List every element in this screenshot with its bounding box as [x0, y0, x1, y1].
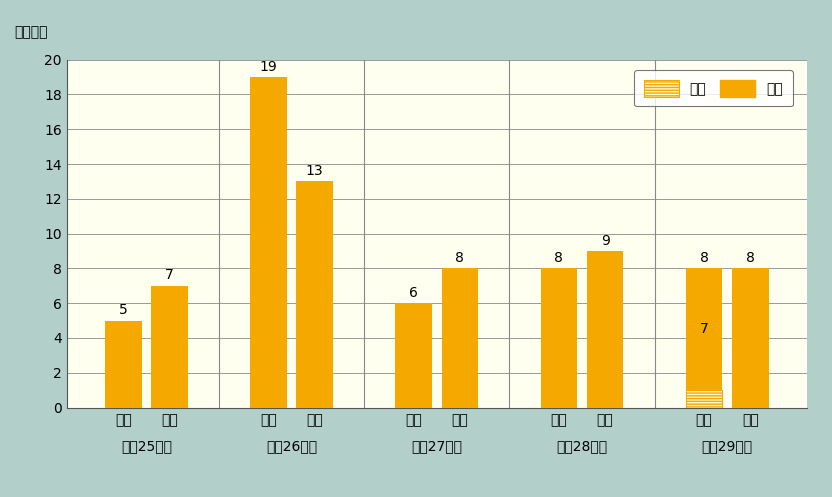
Text: 8: 8 — [455, 251, 464, 265]
Text: （件数）: （件数） — [15, 25, 48, 39]
Text: 平成27年度: 平成27年度 — [411, 439, 463, 453]
Bar — [105, 321, 141, 408]
Text: 7: 7 — [700, 322, 709, 336]
Text: 5: 5 — [119, 303, 127, 317]
Bar — [587, 251, 623, 408]
Text: 8: 8 — [554, 251, 563, 265]
Bar — [442, 268, 478, 408]
Bar — [541, 268, 577, 408]
Text: 8: 8 — [745, 251, 755, 265]
Text: 7: 7 — [165, 268, 174, 282]
Text: 平成28年度: 平成28年度 — [557, 439, 607, 453]
Bar — [395, 303, 432, 408]
Bar — [732, 268, 769, 408]
Text: 19: 19 — [260, 60, 277, 74]
Bar — [296, 181, 333, 408]
Text: 平成29年度: 平成29年度 — [701, 439, 753, 453]
Text: 平成25年度: 平成25年度 — [121, 439, 172, 453]
Bar — [151, 286, 188, 408]
Text: 平成26年度: 平成26年度 — [266, 439, 317, 453]
Text: 9: 9 — [601, 234, 610, 248]
Legend: 新設, 変更: 新設, 変更 — [634, 70, 793, 106]
Text: 6: 6 — [409, 286, 418, 300]
Bar — [686, 390, 722, 408]
Text: 13: 13 — [306, 164, 324, 178]
Bar — [250, 77, 287, 408]
Bar — [686, 268, 722, 390]
Text: 8: 8 — [700, 251, 709, 265]
